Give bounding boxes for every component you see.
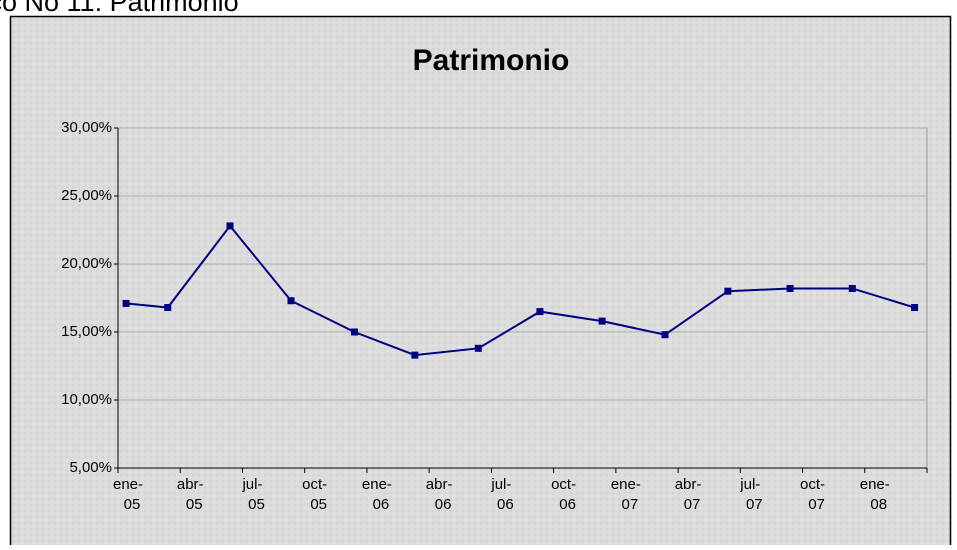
marker bbox=[911, 304, 919, 312]
x-tick-label: ene-08 bbox=[860, 476, 890, 513]
y-tick-label: 10,00% bbox=[61, 391, 112, 408]
marker bbox=[122, 299, 130, 307]
marker bbox=[474, 344, 482, 352]
x-tick-label: abr-07 bbox=[675, 476, 702, 513]
marker bbox=[226, 222, 234, 230]
x-tick-label: oct-06 bbox=[551, 476, 576, 513]
chart-title: Patrimonio bbox=[413, 44, 570, 77]
x-tick-label: ene-06 bbox=[362, 476, 392, 513]
marker bbox=[350, 328, 358, 336]
x-tick-label: abr-05 bbox=[177, 476, 204, 513]
x-tick-label: oct-05 bbox=[302, 476, 327, 513]
x-tick-label: abr-06 bbox=[426, 476, 453, 513]
x-tick-label: oct-07 bbox=[800, 476, 825, 513]
y-tick-label: 20,00% bbox=[61, 255, 112, 272]
marker bbox=[848, 284, 856, 292]
marker bbox=[786, 284, 794, 292]
marker bbox=[598, 317, 606, 325]
heading: áfico No 11: Patrimonio bbox=[0, 0, 239, 17]
marker bbox=[661, 331, 669, 339]
marker bbox=[287, 297, 295, 305]
x-tick-label: ene-05 bbox=[113, 476, 143, 513]
marker bbox=[164, 304, 172, 312]
marker bbox=[536, 308, 544, 316]
marker bbox=[724, 287, 732, 295]
x-tick-label: jul-05 bbox=[241, 476, 264, 513]
marker bbox=[411, 351, 419, 359]
x-tick-label: jul-06 bbox=[490, 476, 513, 513]
plot-area bbox=[117, 127, 928, 469]
x-tick-label: jul-07 bbox=[739, 476, 762, 513]
x-tick-label: ene-07 bbox=[611, 476, 641, 513]
line bbox=[125, 224, 915, 357]
y-tick-label: 15,00% bbox=[61, 323, 112, 340]
y-tick-label: 5,00% bbox=[69, 459, 112, 476]
y-tick-label: 30,00% bbox=[61, 119, 112, 136]
y-tick-label: 25,00% bbox=[61, 187, 112, 204]
